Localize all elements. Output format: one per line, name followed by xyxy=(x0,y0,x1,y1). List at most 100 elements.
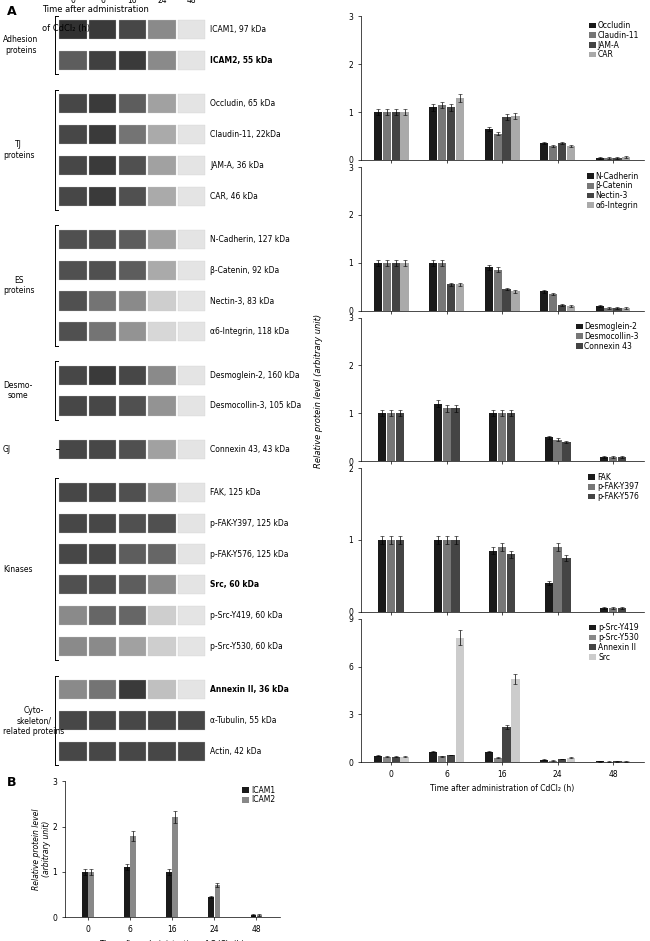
Bar xyxy=(148,20,176,40)
Bar xyxy=(148,439,176,458)
Text: p-Src-Y419, 60 kDa: p-Src-Y419, 60 kDa xyxy=(210,612,283,620)
Legend: Desmoglein-2, Desmocollin-3, Connexin 43: Desmoglein-2, Desmocollin-3, Connexin 43 xyxy=(575,322,640,351)
Bar xyxy=(148,483,176,502)
Bar xyxy=(178,439,205,458)
Bar xyxy=(502,117,511,160)
Bar xyxy=(178,261,205,279)
Bar xyxy=(434,404,442,461)
Legend: ICAM1, ICAM2: ICAM1, ICAM2 xyxy=(241,785,276,805)
Text: 6: 6 xyxy=(100,0,105,5)
Bar xyxy=(148,94,176,113)
Bar xyxy=(507,554,515,612)
Bar xyxy=(59,606,86,626)
Text: N-Cadherin, 127 kDa: N-Cadherin, 127 kDa xyxy=(210,235,290,244)
Bar xyxy=(118,545,146,564)
Bar xyxy=(89,261,116,279)
Bar xyxy=(148,396,176,416)
Bar xyxy=(374,756,382,762)
Bar xyxy=(214,885,220,917)
Bar xyxy=(498,547,506,612)
Bar xyxy=(391,263,400,311)
Bar xyxy=(178,545,205,564)
Bar xyxy=(148,230,176,249)
Legend: Occludin, Claudin-11, JAM-A, CAR: Occludin, Claudin-11, JAM-A, CAR xyxy=(588,21,640,60)
Bar xyxy=(443,540,450,612)
Bar xyxy=(438,263,447,311)
Bar xyxy=(89,637,116,656)
Text: Cyto-
skeleton/
related proteins: Cyto- skeleton/ related proteins xyxy=(3,706,64,736)
Bar xyxy=(89,230,116,249)
Bar xyxy=(178,186,205,206)
Bar xyxy=(59,680,86,699)
Bar xyxy=(618,457,626,461)
Bar xyxy=(59,514,86,533)
Bar xyxy=(485,752,493,762)
Bar xyxy=(434,540,442,612)
Bar xyxy=(59,125,86,144)
Bar xyxy=(614,157,621,160)
Bar xyxy=(614,761,621,762)
Bar xyxy=(429,263,437,311)
Bar xyxy=(89,51,116,70)
Bar xyxy=(489,413,497,461)
Bar xyxy=(89,439,116,458)
Bar xyxy=(558,759,566,762)
Bar xyxy=(166,872,172,917)
Bar xyxy=(148,261,176,279)
Bar xyxy=(512,292,519,311)
Bar xyxy=(493,758,502,762)
Bar xyxy=(595,761,604,762)
Bar xyxy=(562,442,571,461)
Bar xyxy=(456,98,464,160)
Bar xyxy=(118,186,146,206)
Text: Occludin, 65 kDa: Occludin, 65 kDa xyxy=(210,99,275,108)
Bar xyxy=(89,680,116,699)
Bar xyxy=(429,752,437,762)
Bar xyxy=(438,757,447,762)
Bar xyxy=(604,157,613,160)
Bar xyxy=(396,413,404,461)
Bar xyxy=(89,514,116,533)
Bar xyxy=(89,155,116,175)
Bar xyxy=(622,156,630,160)
Bar xyxy=(178,514,205,533)
Bar xyxy=(118,292,146,311)
Bar xyxy=(59,155,86,175)
Bar xyxy=(257,916,262,917)
Bar xyxy=(545,583,552,612)
Bar xyxy=(89,125,116,144)
Bar xyxy=(148,514,176,533)
Bar xyxy=(438,105,447,160)
Bar xyxy=(118,125,146,144)
Bar xyxy=(400,263,409,311)
Bar xyxy=(512,116,519,160)
Bar xyxy=(618,608,626,612)
Bar xyxy=(89,606,116,626)
Bar xyxy=(118,575,146,595)
Bar xyxy=(383,263,391,311)
Bar xyxy=(452,408,460,461)
Text: α-Tubulin, 55 kDa: α-Tubulin, 55 kDa xyxy=(210,716,276,726)
Bar xyxy=(59,261,86,279)
Bar xyxy=(493,134,502,160)
Text: β-Catenin, 92 kDa: β-Catenin, 92 kDa xyxy=(210,265,280,275)
Bar xyxy=(567,146,575,160)
Bar xyxy=(89,323,116,342)
Bar xyxy=(178,575,205,595)
Bar xyxy=(59,230,86,249)
Text: ICAM2, 55 kDa: ICAM2, 55 kDa xyxy=(210,56,272,65)
Text: Relative protein level (arbitrary unit): Relative protein level (arbitrary unit) xyxy=(314,313,323,468)
Text: Desmo-
some: Desmo- some xyxy=(3,381,32,400)
Bar xyxy=(59,51,86,70)
Bar xyxy=(148,680,176,699)
Bar xyxy=(89,365,116,385)
Text: p-FAK-Y397, 125 kDa: p-FAK-Y397, 125 kDa xyxy=(210,518,289,528)
Bar xyxy=(250,915,256,917)
Bar xyxy=(600,608,608,612)
Bar xyxy=(89,94,116,113)
Bar xyxy=(59,396,86,416)
Bar xyxy=(609,457,617,461)
Bar xyxy=(59,323,86,342)
Bar xyxy=(545,438,552,461)
Bar xyxy=(456,284,464,311)
